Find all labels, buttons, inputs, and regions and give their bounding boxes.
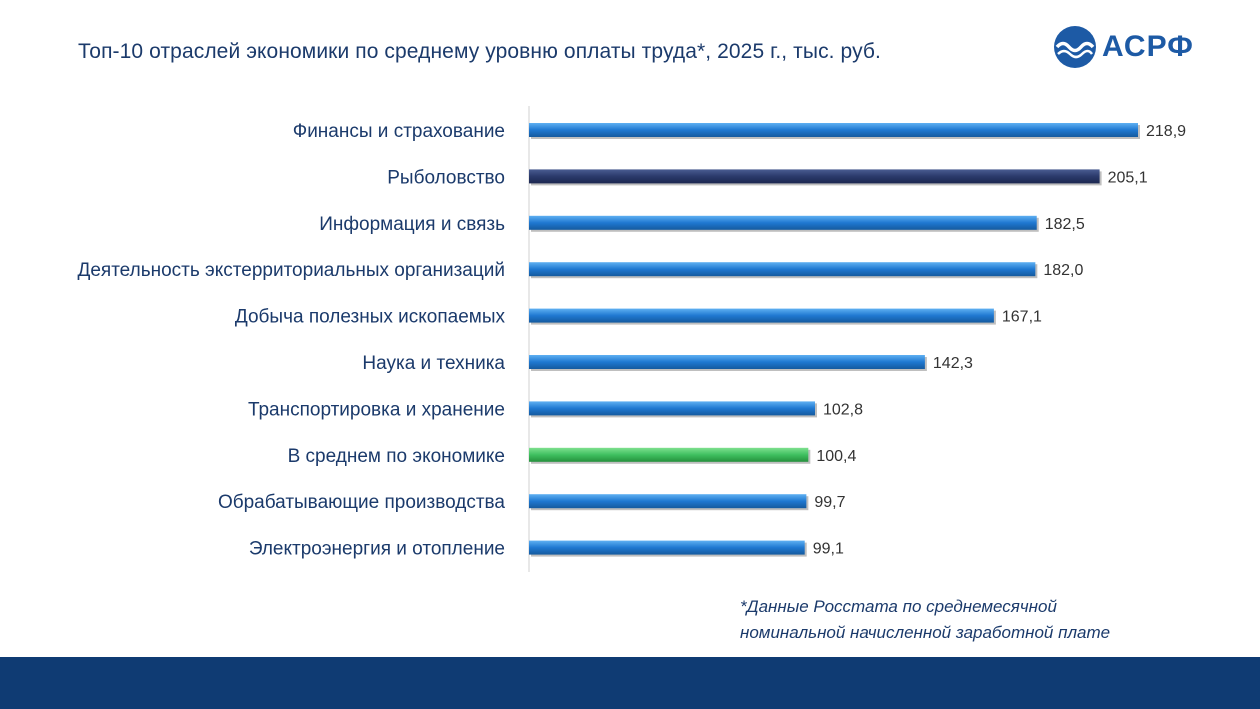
bar-chart: Финансы и страхование 218,9 Рыболовство 205… bbox=[77, 106, 1186, 572]
logo-text: АСРФ bbox=[1102, 30, 1194, 63]
category-label: Деятельность экстерриториальных организа… bbox=[77, 260, 505, 281]
footnote-line-1: *Данные Росстата по среднемесячной bbox=[740, 597, 1057, 616]
footer-bar bbox=[0, 657, 1260, 709]
value-label: 182,0 bbox=[1043, 262, 1083, 279]
bar-default bbox=[529, 308, 994, 323]
category-label: Наука и техника bbox=[362, 353, 505, 374]
category-label: Транспортировка и хранение bbox=[248, 399, 505, 420]
bar-average bbox=[529, 447, 809, 462]
bar-default bbox=[529, 401, 815, 416]
bar-highlight bbox=[529, 169, 1100, 184]
footnote-line-2: номинальной начисленной заработной плате bbox=[740, 623, 1111, 642]
value-label: 102,8 bbox=[823, 401, 863, 418]
bar-default bbox=[529, 123, 1138, 137]
value-label: 182,5 bbox=[1045, 216, 1085, 233]
bar-default bbox=[529, 262, 1036, 277]
category-label: В среднем по экономике bbox=[288, 446, 505, 467]
bar-default bbox=[529, 215, 1037, 230]
category-label: Финансы и страхование bbox=[293, 121, 505, 142]
category-label: Информация и связь bbox=[319, 214, 505, 235]
bar-default bbox=[529, 540, 805, 555]
value-label: 218,9 bbox=[1146, 123, 1186, 140]
category-label: Рыболовство bbox=[387, 167, 505, 188]
category-label: Обрабатывающие производства bbox=[218, 492, 505, 513]
category-label: Электроэнергия и отопление bbox=[249, 539, 505, 560]
chart-title: Топ-10 отраслей экономики по среднему ур… bbox=[78, 40, 881, 63]
footnote: *Данные Росстата по среднемесячной номин… bbox=[740, 594, 1160, 646]
bar-default bbox=[529, 494, 807, 509]
bar-default bbox=[529, 355, 925, 369]
value-label: 205,1 bbox=[1108, 169, 1148, 186]
value-label: 100,4 bbox=[816, 448, 856, 465]
category-label: Добыча полезных ископаемых bbox=[235, 307, 506, 328]
value-label: 167,1 bbox=[1002, 309, 1042, 326]
value-label: 99,7 bbox=[814, 494, 845, 511]
value-label: 142,3 bbox=[933, 355, 973, 372]
logo-wave-icon bbox=[1054, 26, 1096, 68]
value-label: 99,1 bbox=[813, 541, 844, 558]
